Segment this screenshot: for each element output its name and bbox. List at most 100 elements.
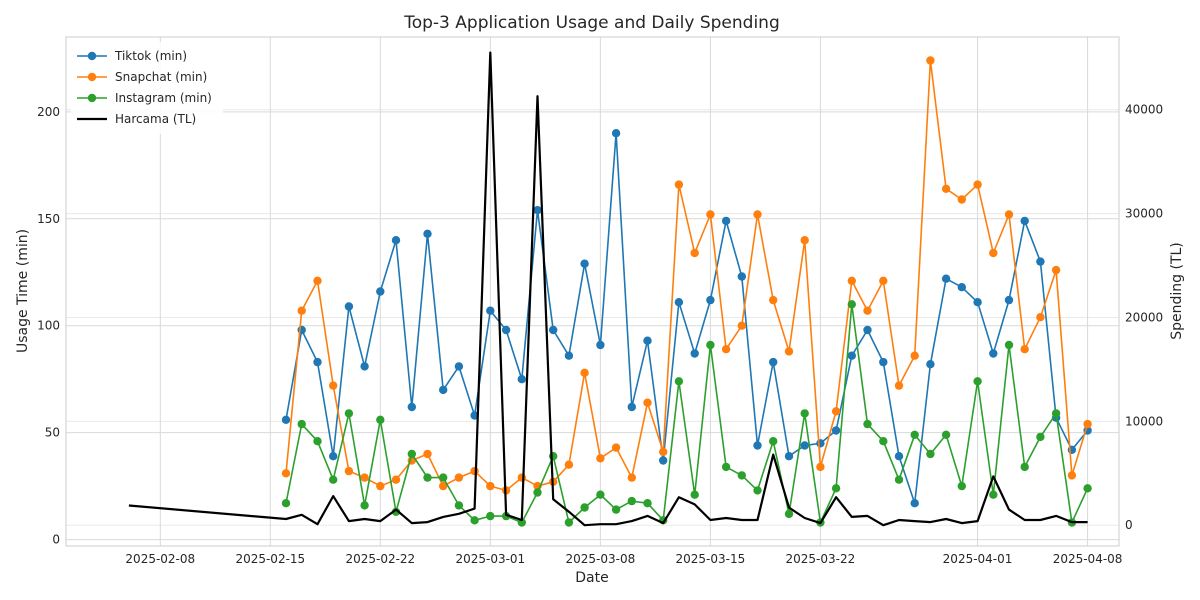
data-point-instagram-min [1083, 484, 1092, 493]
data-point-instagram-min [344, 409, 354, 418]
data-point-instagram-min [533, 488, 542, 497]
legend-label-instagram-min: Instagram (min) [115, 91, 212, 105]
data-point-tiktok-min [486, 306, 495, 315]
legend: Tiktok (min) Snapchat (min) Instagram (min… [71, 42, 223, 134]
series-line-snapchat-min [285, 59, 1089, 492]
data-point-snapchat-min [439, 481, 448, 491]
data-point-snapchat-min [627, 473, 636, 482]
data-point-instagram-min [313, 437, 322, 446]
y-tick-label: 0 [52, 533, 60, 547]
data-point-snapchat-min [863, 306, 872, 315]
series-layer [128, 51, 1092, 527]
data-point-tiktok-min [549, 325, 558, 335]
data-point-instagram-min [643, 499, 652, 508]
data-point-tiktok-min [926, 360, 935, 369]
data-point-tiktok-min [831, 426, 841, 435]
data-point-tiktok-min [454, 362, 464, 371]
data-point-snapchat-min [1083, 419, 1092, 429]
data-point-snapchat-min [847, 276, 856, 285]
y-tick-label: 200 [37, 105, 60, 119]
data-point-tiktok-min [423, 229, 432, 238]
data-point-instagram-min [941, 430, 951, 439]
data-point-instagram-min [973, 377, 982, 386]
grid-layer [66, 37, 1119, 546]
data-point-snapchat-min [894, 381, 904, 390]
data-point-snapchat-min [596, 454, 605, 463]
data-point-tiktok-min [753, 441, 762, 450]
data-point-instagram-min [376, 415, 385, 424]
data-point-snapchat-min [1067, 471, 1077, 480]
data-point-instagram-min [784, 509, 794, 519]
data-point-tiktok-min [391, 236, 401, 245]
y2-tick-label: 30000 [1125, 207, 1163, 221]
data-point-instagram-min [423, 473, 432, 482]
data-point-instagram-min [847, 300, 856, 309]
data-point-tiktok-min [627, 402, 636, 412]
data-point-snapchat-min [454, 473, 464, 482]
y2-tick-label: 40000 [1125, 103, 1163, 117]
plot-frame [65, 36, 1120, 547]
data-point-snapchat-min [329, 381, 338, 390]
data-point-instagram-min [1020, 462, 1029, 472]
x-tick-label: 2025-03-01 [455, 552, 525, 566]
data-point-snapchat-min [831, 407, 841, 416]
data-point-instagram-min [926, 449, 935, 459]
data-point-snapchat-min [281, 469, 291, 478]
data-point-tiktok-min [910, 499, 919, 508]
data-point-snapchat-min [737, 321, 746, 330]
data-point-tiktok-min [674, 298, 684, 307]
data-point-tiktok-min [344, 302, 354, 311]
data-point-tiktok-min [596, 340, 605, 350]
data-point-instagram-min [627, 496, 636, 506]
y2-tick-label: 10000 [1125, 414, 1163, 428]
data-point-snapchat-min [973, 180, 982, 189]
data-point-tiktok-min [329, 452, 338, 461]
data-point-tiktok-min [690, 349, 699, 358]
data-point-snapchat-min [470, 466, 479, 476]
data-point-tiktok-min [611, 129, 621, 138]
y-tick-label: 100 [37, 319, 60, 333]
data-point-instagram-min [329, 475, 338, 484]
data-point-tiktok-min [941, 274, 951, 283]
data-point-tiktok-min [879, 357, 888, 367]
data-point-snapchat-min [297, 306, 306, 315]
data-point-tiktok-min [533, 206, 542, 215]
data-point-snapchat-min [611, 443, 621, 452]
data-point-instagram-min [894, 475, 904, 484]
x-tick-label: 2025-04-01 [943, 552, 1013, 566]
data-point-tiktok-min [376, 287, 385, 296]
data-point-tiktok-min [1004, 295, 1014, 305]
data-point-snapchat-min [910, 351, 919, 360]
x-tick-label: 2025-03-08 [565, 552, 635, 566]
data-point-snapchat-min [721, 345, 731, 354]
data-point-snapchat-min [1051, 265, 1061, 275]
data-point-tiktok-min [1036, 257, 1045, 266]
series-line-harcama-tl [128, 51, 1088, 527]
data-point-tiktok-min [706, 295, 715, 305]
data-point-snapchat-min [989, 248, 998, 258]
data-point-tiktok-min [580, 259, 589, 268]
data-point-tiktok-min [847, 351, 856, 360]
data-point-tiktok-min [784, 452, 794, 461]
data-point-instagram-min [486, 511, 495, 521]
data-point-instagram-min [879, 437, 888, 446]
data-point-tiktok-min [989, 349, 998, 358]
data-point-instagram-min [674, 377, 684, 386]
series-line-tiktok-min [285, 132, 1089, 505]
data-point-snapchat-min [564, 460, 574, 469]
data-point-instagram-min [281, 499, 291, 508]
data-point-instagram-min [863, 419, 872, 429]
y-tick-label: 50 [45, 426, 60, 440]
x-tick-label: 2025-02-22 [345, 552, 415, 566]
data-point-tiktok-min [659, 456, 668, 465]
data-point-instagram-min [989, 490, 998, 499]
data-point-tiktok-min [973, 298, 982, 307]
data-point-tiktok-min [564, 351, 574, 360]
x-tick-label: 2025-02-08 [125, 552, 195, 566]
data-point-instagram-min [706, 340, 715, 350]
data-point-tiktok-min [863, 325, 872, 335]
legend-marker-tiktok-min [87, 51, 97, 61]
legend-label-tiktok-min: Tiktok (min) [114, 49, 187, 63]
